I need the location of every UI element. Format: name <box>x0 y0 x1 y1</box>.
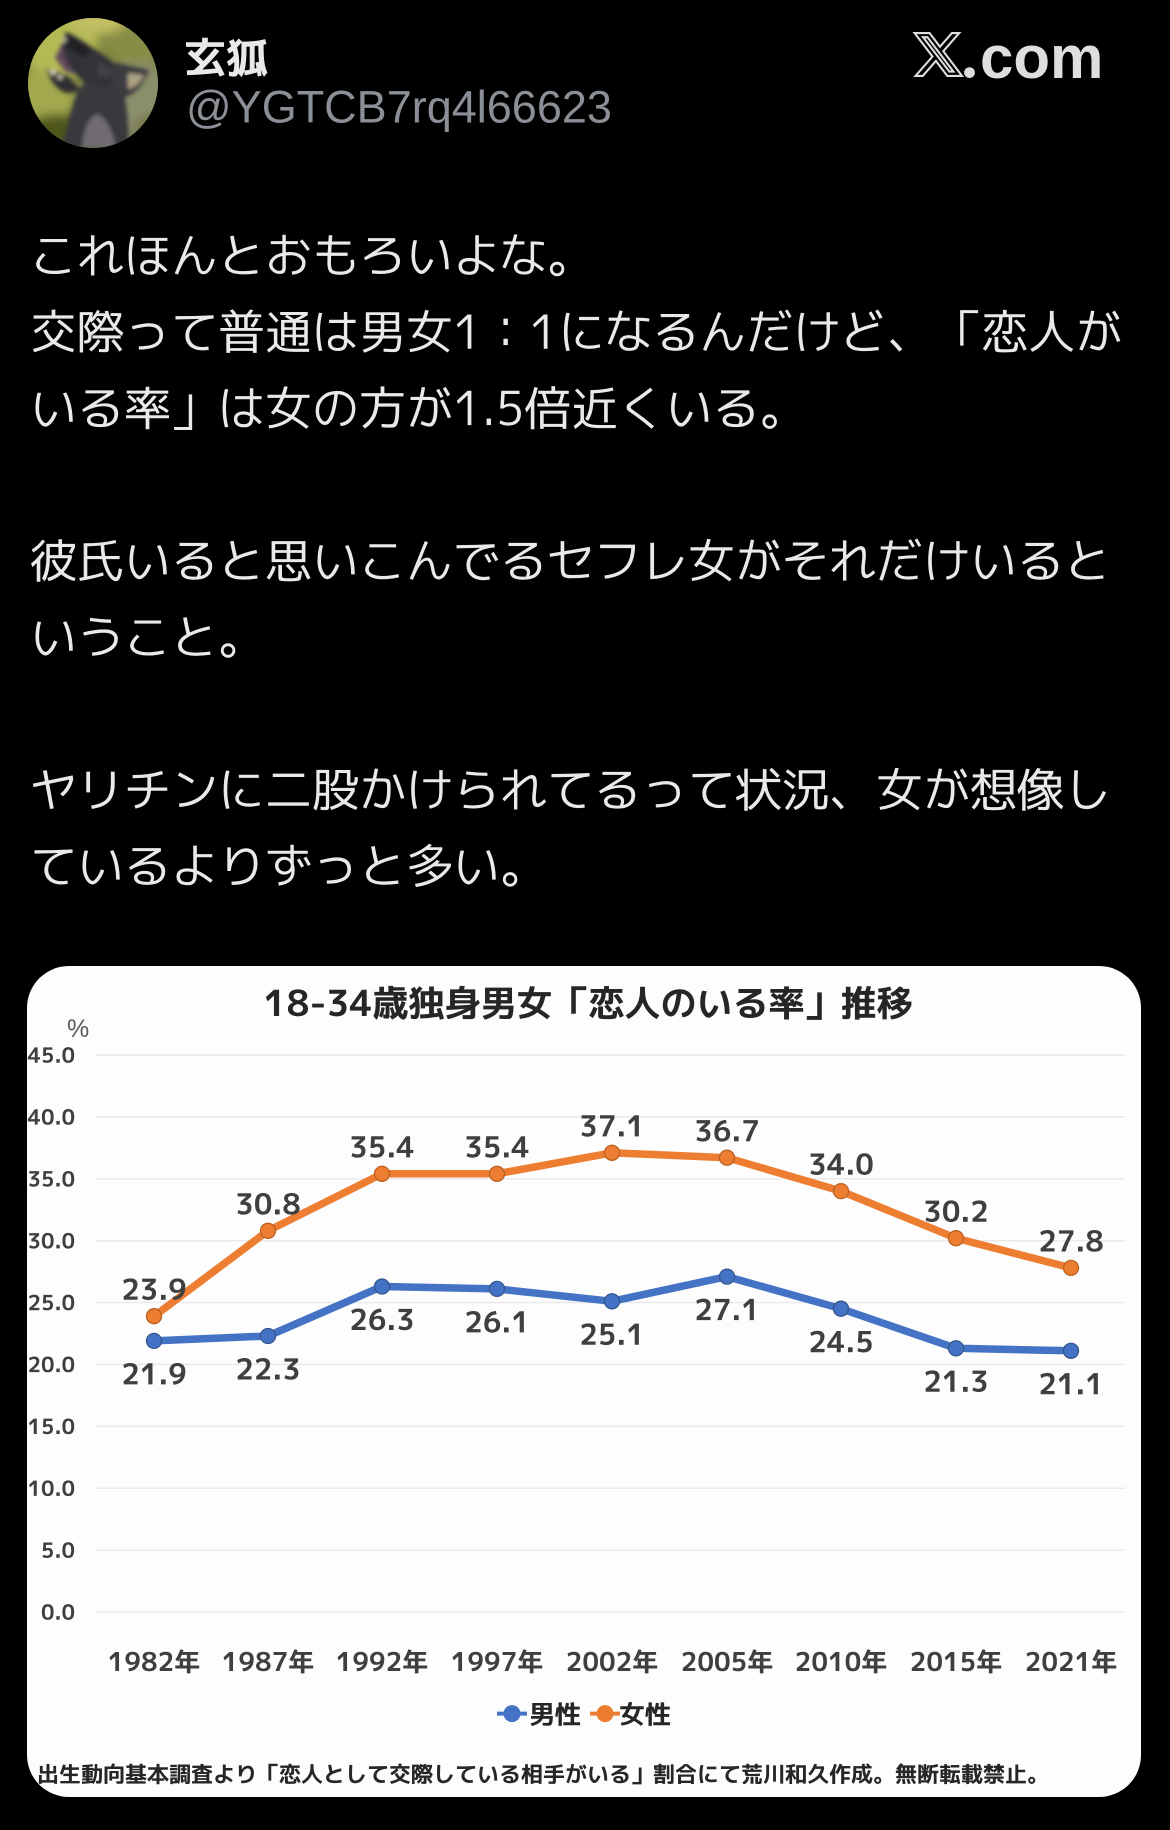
svg-text:com: com <box>980 24 1103 91</box>
svg-text:@YGTCB7rq4l66623: @YGTCB7rq4l66623 <box>186 82 612 133</box>
svg-text:%: % <box>67 1015 89 1043</box>
